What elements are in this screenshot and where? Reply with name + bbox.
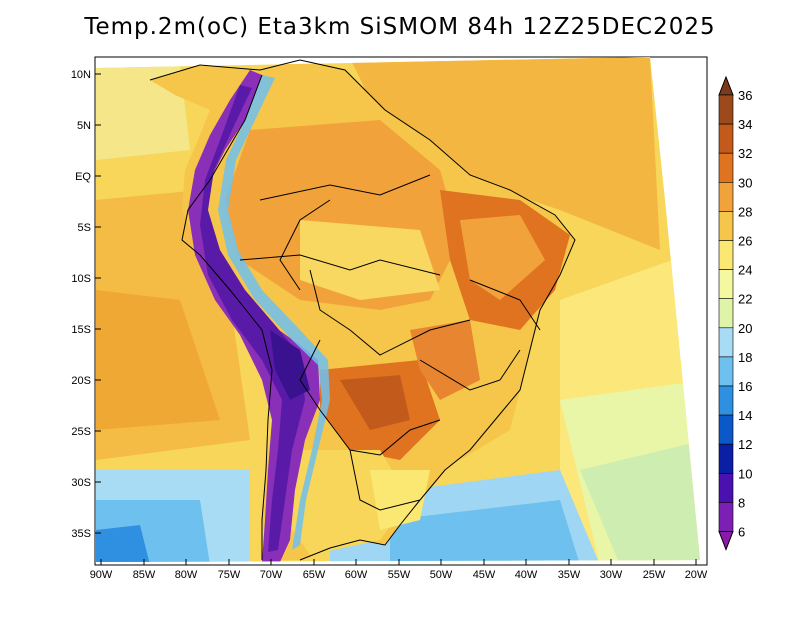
colorbar-label: 8 bbox=[738, 495, 745, 510]
lon-label-70w: 70W bbox=[260, 569, 283, 581]
colorbar-label: 18 bbox=[738, 350, 752, 365]
lat-label-eq: EQ bbox=[75, 171, 91, 183]
lon-label-75w: 75W bbox=[218, 569, 241, 581]
lon-label-80w: 80W bbox=[175, 569, 198, 581]
colorbar-label: 12 bbox=[738, 437, 752, 452]
lon-label-85w: 85W bbox=[133, 569, 156, 581]
lon-label-55w: 55W bbox=[388, 569, 411, 581]
lon-label-20w: 20W bbox=[685, 569, 708, 581]
lon-label-40w: 40W bbox=[515, 569, 538, 581]
lat-label-15s: 15S bbox=[71, 324, 91, 336]
lat-label-25s: 25S bbox=[71, 426, 91, 438]
political-borders bbox=[149, 59, 576, 561]
colorbar-label: 16 bbox=[738, 379, 752, 394]
colorbar-label: 10 bbox=[738, 466, 752, 481]
temperature-field bbox=[96, 57, 700, 562]
colorbar-label: 34 bbox=[738, 117, 752, 132]
atlantic-warm-field bbox=[350, 58, 660, 250]
lon-label-30w: 30W bbox=[600, 569, 623, 581]
colorbar-segment bbox=[718, 152, 734, 183]
lon-label-60w: 60W bbox=[345, 569, 368, 581]
colorbar-label: 30 bbox=[738, 175, 752, 190]
colorbar-label: 32 bbox=[738, 146, 752, 161]
lat-label-5n: 5N bbox=[77, 120, 91, 132]
lon-label-65w: 65W bbox=[303, 569, 326, 581]
colorbar-segment bbox=[718, 211, 734, 241]
lon-label-25w: 25W bbox=[643, 569, 666, 581]
colorbar-segment bbox=[718, 414, 734, 445]
colorbar-segment bbox=[718, 240, 734, 270]
colorbar-label: 22 bbox=[738, 292, 752, 307]
lat-label-10s: 10S bbox=[71, 273, 91, 285]
colorbar-segment bbox=[718, 443, 734, 474]
latitude-axis: 10N 5N EQ 5S 10S 15S 20S 25S 30S 35S bbox=[71, 69, 101, 540]
colorbar-label: 6 bbox=[738, 525, 745, 540]
colorbar-segment bbox=[718, 327, 734, 358]
lat-label-30s: 30S bbox=[71, 477, 91, 489]
colorbar-label: 24 bbox=[738, 263, 752, 278]
longitude-axis: 90W 85W 80W 75W 70W 65W 60W 55W 50W 45W … bbox=[90, 569, 708, 581]
colorbar-segment bbox=[718, 94, 734, 125]
colorbar-segment bbox=[718, 298, 734, 329]
colorbar-label: 14 bbox=[738, 408, 752, 423]
colorbar-segment bbox=[718, 182, 734, 212]
lon-label-90w: 90W bbox=[90, 569, 113, 581]
colorbar-label: 28 bbox=[738, 204, 752, 219]
lon-label-35w: 35W bbox=[558, 569, 581, 581]
lon-label-45w: 45W bbox=[473, 569, 496, 581]
lat-label-20s: 20S bbox=[71, 375, 91, 387]
colorbar-label: 36 bbox=[738, 88, 752, 103]
lat-label-35s: 35S bbox=[71, 528, 91, 540]
colorbar-segment bbox=[718, 269, 734, 300]
colorbar-label: 20 bbox=[738, 321, 752, 336]
map-title: Temp.2m(oC) Eta3km SiSMOM 84h 12Z25DEC20… bbox=[84, 14, 716, 40]
colorbar-label: 26 bbox=[738, 234, 752, 249]
colorbar-segment bbox=[718, 472, 734, 503]
colorbar-segment bbox=[718, 356, 734, 387]
lat-label-10n: 10N bbox=[71, 69, 91, 81]
colorbar-bottom-arrow bbox=[718, 531, 734, 551]
lon-label-50w: 50W bbox=[430, 569, 453, 581]
colorbar-top-arrow bbox=[718, 75, 734, 96]
colorbar-segment bbox=[718, 123, 734, 154]
colorbar: 36 34 32 30 28 26 24 22 20 18 16 14 12 10 8 6 bbox=[718, 75, 752, 551]
lat-label-5s: 5S bbox=[78, 222, 91, 234]
colorbar-segment bbox=[718, 502, 734, 532]
colorbar-segment bbox=[718, 385, 734, 416]
